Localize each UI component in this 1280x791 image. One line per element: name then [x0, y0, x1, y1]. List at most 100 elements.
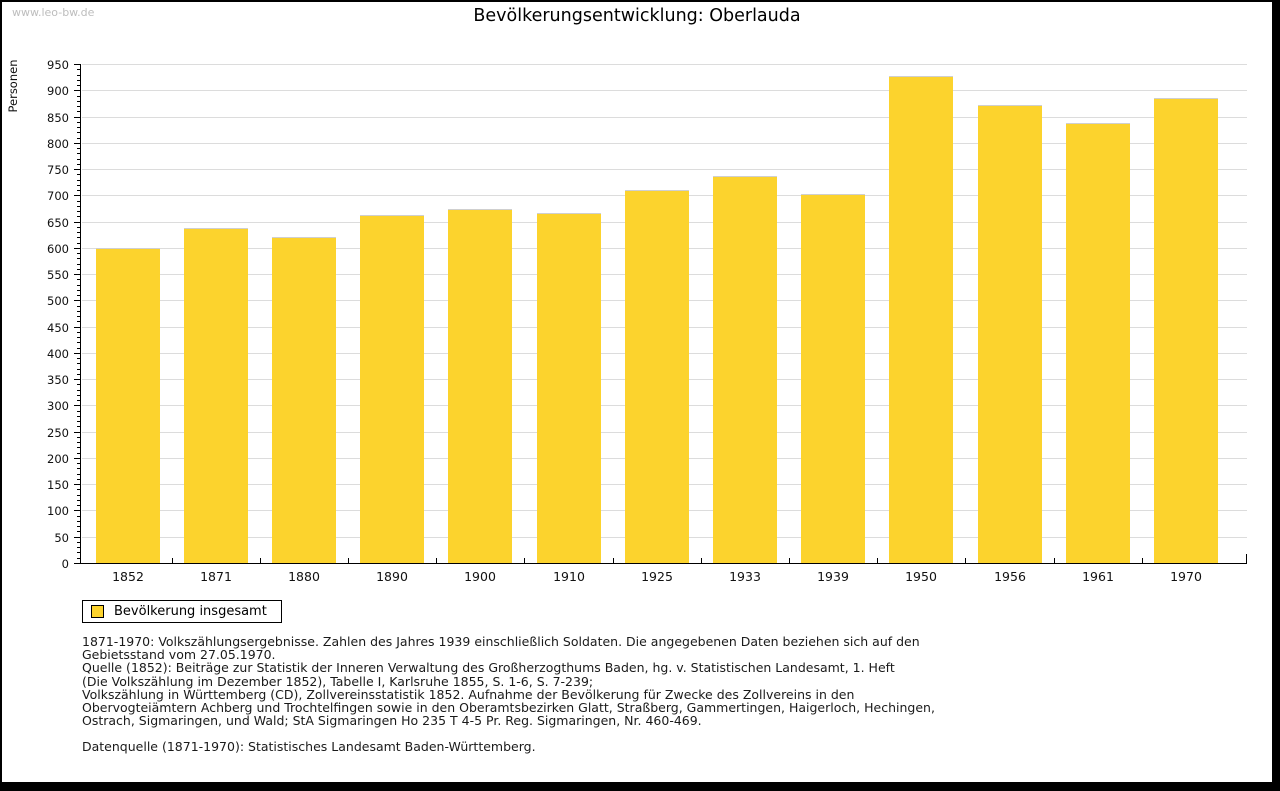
y-minor-tick — [77, 505, 80, 506]
bar-1939 — [801, 194, 865, 563]
y-minor-tick — [77, 474, 80, 475]
y-minor-tick — [77, 253, 80, 254]
y-minor-tick — [77, 516, 80, 517]
y-minor-tick — [77, 447, 80, 448]
x-tick-label: 1925 — [641, 569, 673, 584]
y-tick-label: 100 — [47, 504, 69, 518]
y-minor-tick — [77, 348, 80, 349]
bar-1910 — [537, 213, 601, 563]
footnote-line: Gebietsstand vom 27.05.1970. — [82, 647, 276, 663]
x-tick-label: 1961 — [1082, 569, 1114, 584]
y-minor-tick — [77, 279, 80, 280]
footnotes: 1871-1970: Volkszählungsergebnisse. Zahl… — [82, 635, 935, 754]
y-minor-tick — [77, 374, 80, 375]
x-boundary-tick — [436, 558, 437, 563]
x-tick-label: 1910 — [553, 569, 585, 584]
y-major-tick — [74, 64, 80, 65]
y-minor-tick — [77, 421, 80, 422]
y-minor-tick — [77, 201, 80, 202]
y-major-tick — [74, 90, 80, 91]
y-minor-tick — [77, 243, 80, 244]
y-minor-tick — [77, 232, 80, 233]
y-tick-label: 50 — [54, 531, 69, 545]
y-major-tick — [74, 484, 80, 485]
x-boundary-tick — [877, 558, 878, 563]
y-tick-label: 300 — [47, 399, 69, 413]
bar-1961 — [1066, 123, 1130, 563]
x-boundary-tick — [613, 558, 614, 563]
bar-chart: 0 50 100 150 200 250 300 350 400 450 500 550 600 650 7… — [2, 2, 1272, 782]
y-minor-tick — [77, 190, 80, 191]
y-minor-tick — [77, 531, 80, 532]
y-minor-tick — [77, 138, 80, 139]
y-minor-tick — [77, 426, 80, 427]
footnote-line: Quelle (1852): Beiträge zur Statistik de… — [82, 660, 895, 676]
x-boundary-tick — [524, 558, 525, 563]
y-minor-tick — [77, 180, 80, 181]
y-minor-tick — [77, 80, 80, 81]
x-boundary-tick — [789, 558, 790, 563]
y-minor-tick — [77, 400, 80, 401]
y-tick-label: 600 — [47, 242, 69, 256]
footnote-line: Obervogteiämtern Achberg und Trochtelfin… — [82, 700, 935, 716]
y-tick-label: 700 — [47, 189, 69, 203]
y-major-tick — [74, 405, 80, 406]
axis-end-tick — [1246, 554, 1247, 563]
y-minor-tick — [77, 69, 80, 70]
y-minor-tick — [77, 290, 80, 291]
gridline — [82, 143, 1247, 144]
y-tick-label: 350 — [47, 373, 69, 387]
x-boundary-tick — [172, 558, 173, 563]
datasource-line: Datenquelle (1871-1970): Statistisches L… — [82, 739, 536, 755]
y-minor-tick — [77, 358, 80, 359]
footnote-line: Volkszählung in Württemberg (CD), Zollve… — [82, 686, 855, 702]
y-minor-tick — [77, 332, 80, 333]
y-axis-line — [80, 64, 81, 564]
y-minor-tick — [77, 495, 80, 496]
bar-1970 — [1154, 98, 1218, 563]
legend-label: Bevölkerung insgesamt — [114, 604, 267, 619]
bar-1890 — [360, 215, 424, 563]
y-minor-tick — [77, 369, 80, 370]
y-minor-tick — [77, 395, 80, 396]
y-minor-tick — [77, 106, 80, 107]
y-minor-tick — [77, 342, 80, 343]
y-minor-tick — [77, 174, 80, 175]
y-major-tick — [74, 563, 80, 564]
y-tick-label: 750 — [47, 163, 69, 177]
y-minor-tick — [77, 468, 80, 469]
y-minor-tick — [77, 526, 80, 527]
y-major-tick — [74, 458, 80, 459]
watermark: www.leo-bw.de — [12, 6, 95, 19]
x-tick-label: 1900 — [464, 569, 496, 584]
y-minor-tick — [77, 463, 80, 464]
y-minor-tick — [77, 442, 80, 443]
y-minor-tick — [77, 148, 80, 149]
y-minor-tick — [77, 132, 80, 133]
legend-swatch — [91, 605, 104, 618]
y-tick-label: 950 — [47, 58, 69, 72]
y-tick-label: 450 — [47, 321, 69, 335]
y-minor-tick — [77, 542, 80, 543]
y-major-tick — [74, 432, 80, 433]
y-minor-tick — [77, 164, 80, 165]
y-minor-tick — [77, 96, 80, 97]
y-minor-tick — [77, 285, 80, 286]
y-minor-tick — [77, 75, 80, 76]
x-tick-label: 1956 — [994, 569, 1026, 584]
x-tick-label: 1871 — [200, 569, 232, 584]
y-minor-tick — [77, 500, 80, 501]
bar-1880 — [272, 237, 336, 563]
y-tick-label: 150 — [47, 478, 69, 492]
gridline — [82, 169, 1247, 170]
y-minor-tick — [77, 521, 80, 522]
y-tick-label: 400 — [47, 347, 69, 361]
footnote-line: Ostrach, Sigmaringen, und Wald; StA Sigm… — [82, 713, 702, 729]
y-minor-tick — [77, 552, 80, 553]
x-boundary-tick — [701, 558, 702, 563]
y-major-tick — [74, 510, 80, 511]
y-minor-tick — [77, 558, 80, 559]
y-minor-tick — [77, 295, 80, 296]
x-tick-label: 1880 — [288, 569, 320, 584]
